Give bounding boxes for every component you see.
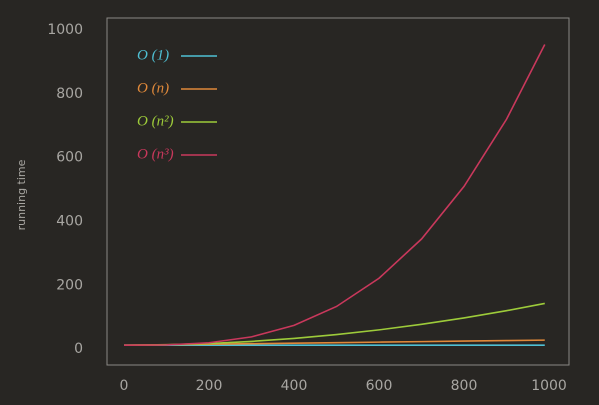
series-line [123,302,545,347]
x-tick-label: 200 [196,378,223,394]
legend-label: O (1) [137,47,169,63]
legend-label: O (n) [137,80,169,96]
y-axis-label: running time [15,159,28,230]
y-tick-label: 1000 [47,22,83,38]
x-tick-label: 1000 [531,378,567,394]
y-tick-label: 200 [56,277,83,293]
y-tick-label: 0 [74,341,83,357]
x-tick-label: 400 [281,378,308,394]
x-tick-label: 800 [451,378,478,394]
series-line [123,44,546,347]
y-tick-label: 400 [56,213,83,229]
legend-label: O (n²) [137,113,174,129]
y-tick-label: 600 [56,150,83,166]
y-tick-label: 800 [56,86,83,102]
legend-label: O (n³) [137,146,174,162]
x-tick-label: 0 [120,378,129,394]
plot-frame [106,17,570,366]
x-tick-label: 600 [366,378,393,394]
